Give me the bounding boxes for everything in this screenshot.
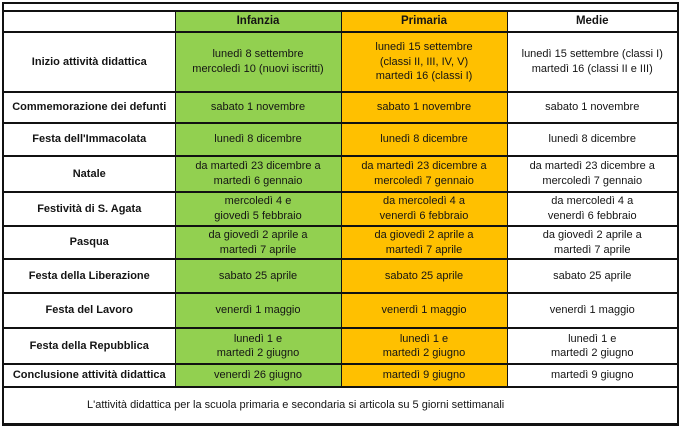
cell-medie: sabato 25 aprile — [506, 258, 679, 295]
row-label: Festa del Lavoro — [2, 292, 176, 330]
row-label: Festività di S. Agata — [2, 191, 176, 227]
footer-note: L'attività didattica per la scuola prima… — [2, 386, 679, 426]
cell-medie: venerdì 1 maggio — [506, 292, 679, 330]
cell-primaria: martedì 9 giugno — [340, 363, 508, 389]
cell-primaria: da martedì 23 dicembre a mercoledì 7 gen… — [340, 155, 508, 193]
cell-infanzia: sabato 25 aprile — [174, 258, 342, 295]
table-row: Conclusione attività didattica venerdì 2… — [2, 363, 679, 389]
cell-medie: sabato 1 novembre — [506, 91, 679, 124]
table-row: Festa dell'Immacolata lunedì 8 dicembre … — [2, 122, 679, 157]
row-label: Festa della Liberazione — [2, 258, 176, 295]
header-primaria: Primaria — [340, 10, 508, 33]
table-row: Festa della Liberazione sabato 25 aprile… — [2, 258, 679, 295]
cell-medie: lunedì 1 e martedì 2 giugno — [506, 327, 679, 366]
row-label: Festa della Repubblica — [2, 327, 176, 366]
table-row: Festa della Repubblica lunedì 1 e marted… — [2, 327, 679, 366]
top-partial-row — [2, 2, 679, 12]
table-row: Pasqua da giovedì 2 aprile a martedì 7 a… — [2, 224, 679, 261]
cell-medie: lunedì 15 settembre (classi I) martedì 1… — [506, 31, 679, 93]
cell-infanzia: venerdì 1 maggio — [174, 292, 342, 330]
cell-primaria: da mercoledì 4 a venerdì 6 febbraio — [340, 191, 508, 227]
cell-medie: da mercoledì 4 a venerdì 6 febbraio — [506, 191, 679, 227]
cell-infanzia: mercoledì 4 e giovedì 5 febbraio — [174, 191, 342, 227]
cell-infanzia: lunedì 8 settembre mercoledì 10 (nuovi i… — [174, 31, 342, 93]
cell-medie: lunedì 8 dicembre — [506, 122, 679, 157]
table-row: Festa del Lavoro venerdì 1 maggio venerd… — [2, 292, 679, 330]
header-row: Infanzia Primaria Medie — [2, 10, 679, 33]
table-row: Inizio attività didattica lunedì 8 sette… — [2, 31, 679, 93]
table-row: Natale da martedì 23 dicembre a martedì … — [2, 155, 679, 193]
top-partial-cell — [2, 2, 679, 12]
row-label: Natale — [2, 155, 176, 193]
cell-primaria: lunedì 8 dicembre — [340, 122, 508, 157]
cell-infanzia: sabato 1 novembre — [174, 91, 342, 124]
cell-infanzia: lunedì 1 e martedì 2 giugno — [174, 327, 342, 366]
cell-primaria: venerdì 1 maggio — [340, 292, 508, 330]
table-row: Commemorazione dei defunti sabato 1 nove… — [2, 91, 679, 124]
cell-infanzia: venerdì 26 giugno — [174, 363, 342, 389]
row-label: Commemorazione dei defunti — [2, 91, 176, 124]
cell-medie: da giovedì 2 aprile a martedì 7 aprile — [506, 224, 679, 261]
row-label: Conclusione attività didattica — [2, 363, 176, 389]
cell-medie: martedì 9 giugno — [506, 363, 679, 389]
cell-primaria: lunedì 15 settembre (classi II, III, IV,… — [340, 31, 508, 93]
footer-row: L'attività didattica per la scuola prima… — [2, 386, 679, 426]
row-label: Festa dell'Immacolata — [2, 122, 176, 157]
cell-infanzia: da martedì 23 dicembre a martedì 6 genna… — [174, 155, 342, 193]
row-label: Inizio attività didattica — [2, 31, 176, 93]
cell-infanzia: da giovedì 2 aprile a martedì 7 aprile — [174, 224, 342, 261]
cell-medie: da martedì 23 dicembre a mercoledì 7 gen… — [506, 155, 679, 193]
cell-primaria: lunedì 1 e martedì 2 giugno — [340, 327, 508, 366]
header-empty-cell — [2, 10, 176, 33]
header-infanzia: Infanzia — [174, 10, 342, 33]
cell-primaria: sabato 25 aprile — [340, 258, 508, 295]
table-row: Festività di S. Agata mercoledì 4 e giov… — [2, 191, 679, 227]
cell-infanzia: lunedì 8 dicembre — [174, 122, 342, 157]
cell-primaria: sabato 1 novembre — [340, 91, 508, 124]
row-label: Pasqua — [2, 224, 176, 261]
school-calendar-table: Infanzia Primaria Medie Inizio attività … — [2, 2, 679, 427]
header-medie: Medie — [506, 10, 679, 33]
cell-primaria: da giovedì 2 aprile a martedì 7 aprile — [340, 224, 508, 261]
